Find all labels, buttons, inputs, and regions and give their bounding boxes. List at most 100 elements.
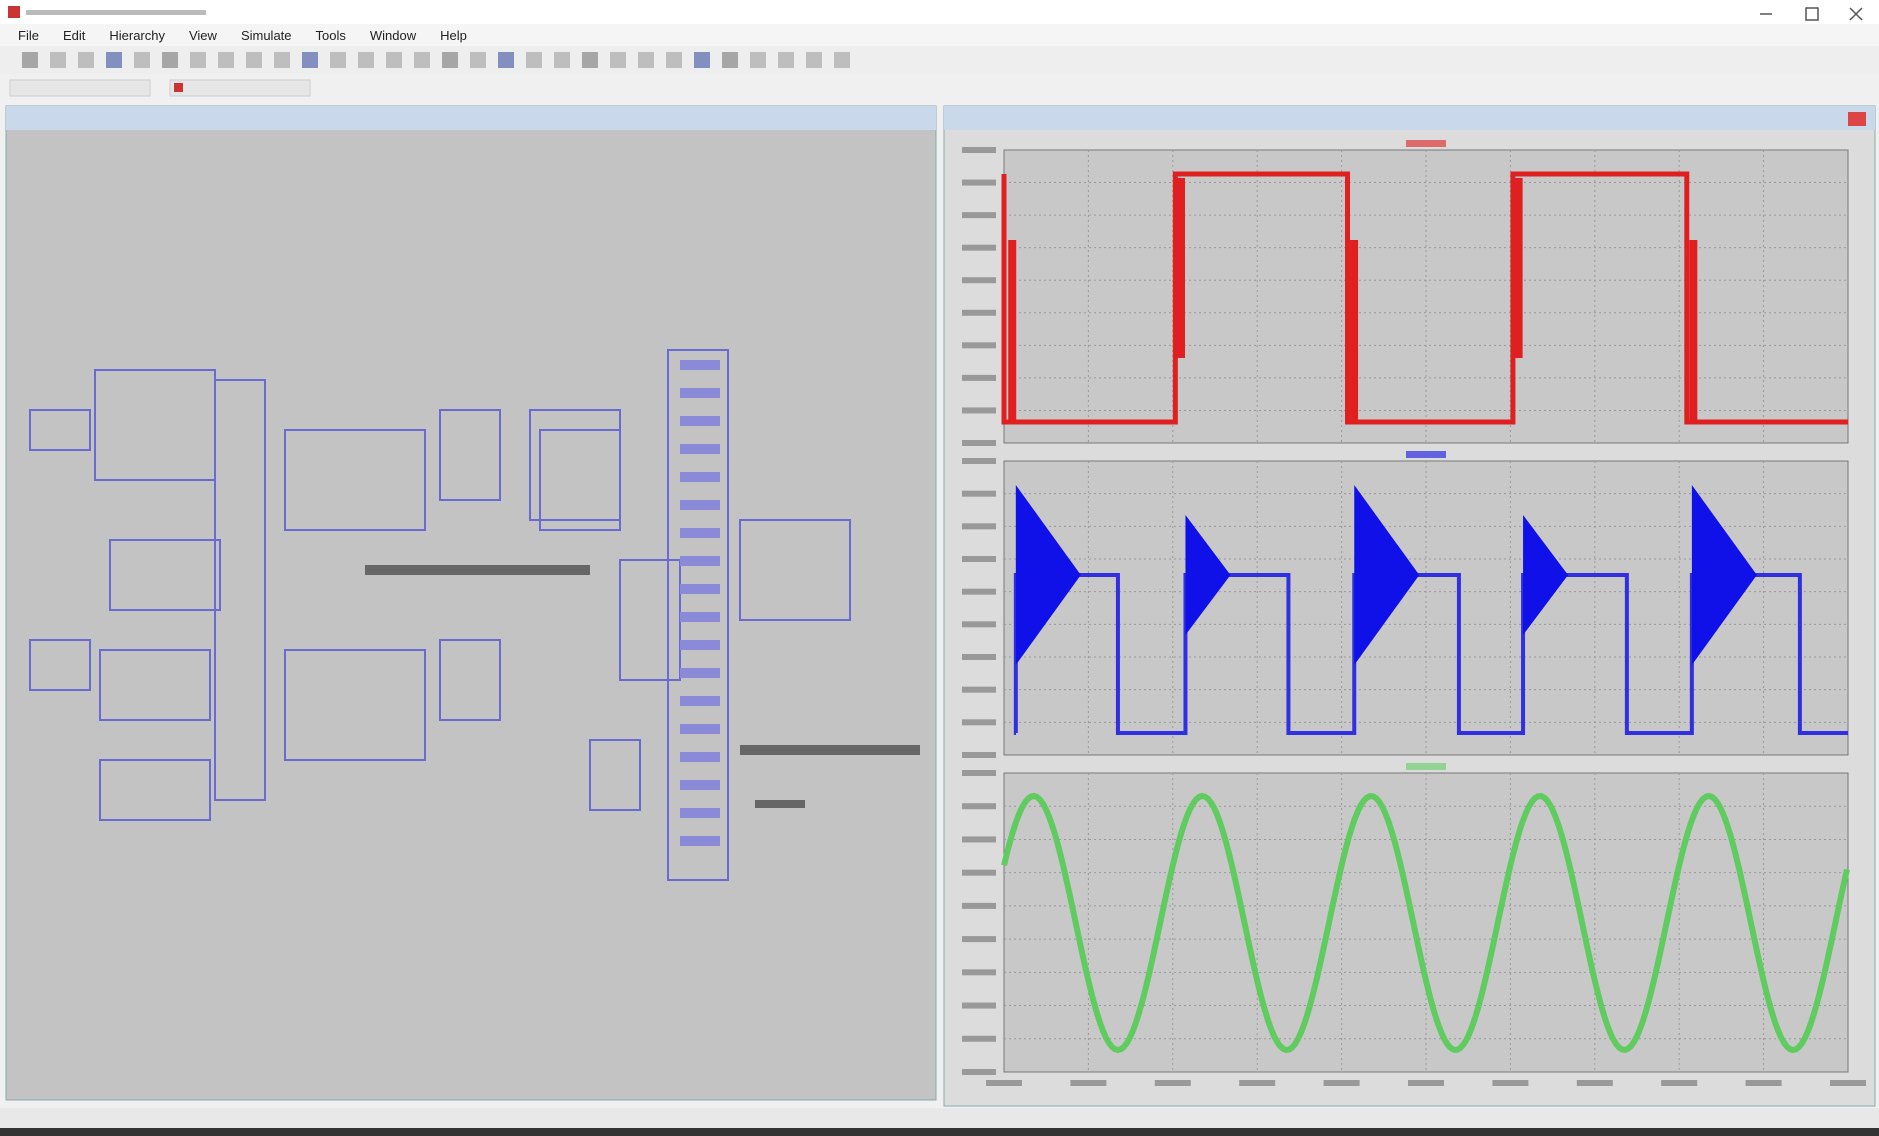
axis-label — [962, 375, 996, 381]
pin — [680, 528, 720, 538]
tool-icon — [358, 52, 374, 68]
axis-label — [962, 1036, 996, 1042]
trace-label — [1406, 763, 1446, 770]
axis-label — [962, 491, 996, 497]
tool-icon — [638, 52, 654, 68]
pin — [680, 500, 720, 510]
title-bar — [0, 0, 1879, 24]
axis-label — [1324, 1080, 1360, 1086]
menu-item[interactable]: Window — [358, 26, 428, 45]
pin — [680, 836, 720, 846]
tool-icon — [134, 52, 150, 68]
tool-icon — [470, 52, 486, 68]
axis-label — [962, 770, 996, 776]
axis-label — [962, 310, 996, 316]
menu-item[interactable]: Help — [428, 26, 479, 45]
axis-label — [1746, 1080, 1782, 1086]
pin — [680, 388, 720, 398]
axis-label — [962, 440, 996, 446]
tool-icon — [722, 52, 738, 68]
pin — [680, 668, 720, 678]
axis-label — [962, 803, 996, 809]
tool-icon — [330, 52, 346, 68]
tool-icon — [414, 52, 430, 68]
label-block — [365, 565, 590, 575]
tool-icon — [694, 52, 710, 68]
menu-item[interactable]: View — [177, 26, 229, 45]
tool-icon — [554, 52, 570, 68]
pin — [680, 360, 720, 370]
axis-label — [962, 589, 996, 595]
tool-icon — [246, 52, 262, 68]
tab-icon — [174, 83, 183, 92]
title-text — [26, 10, 206, 15]
ringing — [1008, 240, 1016, 420]
tool-icon — [806, 52, 822, 68]
axis-label — [962, 836, 996, 842]
trace-label — [1406, 140, 1446, 147]
axis-label — [962, 687, 996, 693]
axis-label — [1155, 1080, 1191, 1086]
pin — [680, 696, 720, 706]
tool-icon — [526, 52, 542, 68]
tool-icon — [162, 52, 178, 68]
axis-label — [1070, 1080, 1106, 1086]
axis-label — [962, 212, 996, 218]
schematic-title-bar — [6, 106, 936, 130]
axis-label — [962, 870, 996, 876]
trace-label — [1406, 451, 1446, 458]
tool-icon — [386, 52, 402, 68]
menu-item[interactable]: Tools — [304, 26, 358, 45]
tool-icon — [778, 52, 794, 68]
app-window: FileEditHierarchyViewSimulateToolsWindow… — [0, 0, 1879, 1136]
screen — [0, 0, 1879, 1136]
axis-label — [962, 621, 996, 627]
axis-label — [1577, 1080, 1613, 1086]
menu-item[interactable]: Hierarchy — [97, 26, 177, 45]
axis-label — [962, 719, 996, 725]
ringing — [1515, 178, 1523, 358]
menu-item[interactable]: File — [6, 26, 51, 45]
close-button[interactable] — [1848, 112, 1866, 126]
axis-label — [962, 752, 996, 758]
tool-icon — [302, 52, 318, 68]
tool-icon — [190, 52, 206, 68]
plot-title-bar — [944, 106, 1875, 130]
menu-item[interactable]: Simulate — [229, 26, 304, 45]
axis-label — [986, 1080, 1022, 1086]
pin — [680, 556, 720, 566]
ringing — [1177, 178, 1185, 358]
pin — [680, 780, 720, 790]
tool-icon — [610, 52, 626, 68]
axis-label — [962, 523, 996, 529]
app-icon — [8, 6, 20, 18]
label-block — [740, 745, 920, 755]
pin — [680, 640, 720, 650]
axis-label — [962, 1003, 996, 1009]
plots — [962, 140, 1866, 1086]
menu-item[interactable]: Edit — [51, 26, 97, 45]
axis-label — [962, 936, 996, 942]
pin — [680, 584, 720, 594]
tab[interactable] — [10, 80, 150, 96]
pin — [680, 752, 720, 762]
tool-icon — [442, 52, 458, 68]
pin — [680, 416, 720, 426]
tool-icon — [78, 52, 94, 68]
tool-icon — [582, 52, 598, 68]
axis-label — [1408, 1080, 1444, 1086]
axis-label — [962, 180, 996, 186]
tool-icon — [274, 52, 290, 68]
axis-label — [962, 969, 996, 975]
axis-label — [962, 407, 996, 413]
tool-icon — [106, 52, 122, 68]
schematic-window — [6, 106, 936, 1100]
axis-label — [962, 277, 996, 283]
axis-label — [962, 458, 996, 464]
tab[interactable] — [170, 80, 310, 96]
axis-label — [962, 245, 996, 251]
pin — [680, 808, 720, 818]
tool-icon — [750, 52, 766, 68]
plot-area — [1004, 773, 1848, 1072]
